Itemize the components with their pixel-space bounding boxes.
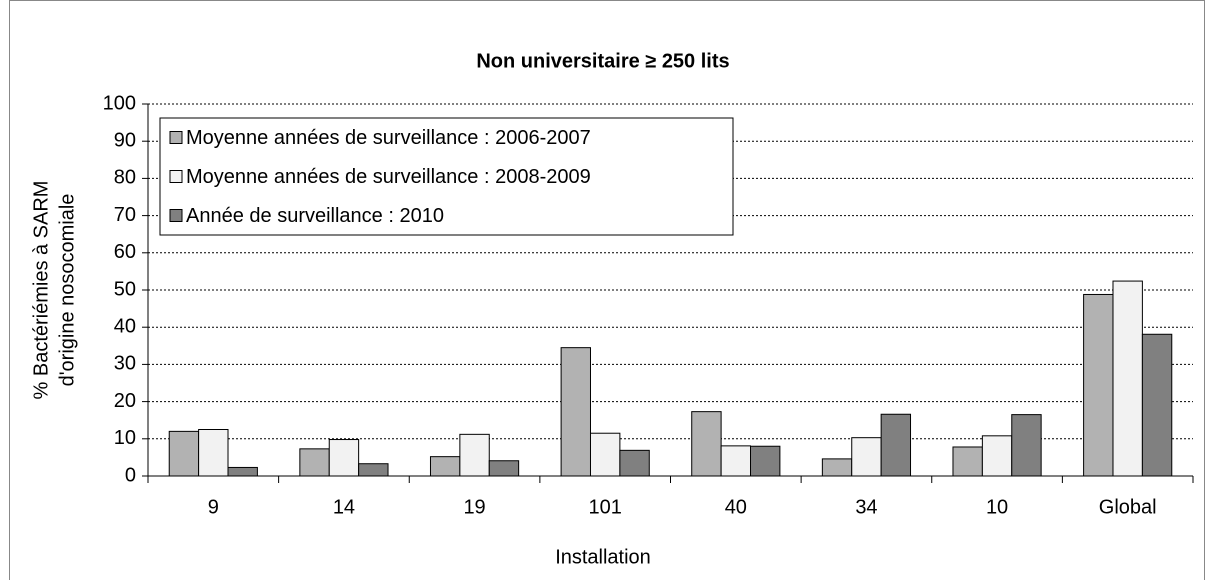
x-tick-label: 19	[463, 496, 485, 518]
bar	[488, 460, 520, 477]
bar	[299, 448, 330, 477]
bar	[459, 433, 490, 477]
legend-swatch	[169, 209, 183, 222]
y-tick-label: 30	[114, 353, 136, 375]
bar	[1011, 414, 1042, 477]
bar	[198, 429, 229, 477]
bar	[358, 463, 389, 477]
y-tick-label: 50	[114, 278, 136, 300]
x-tick-label: 101	[589, 496, 622, 518]
y-tick-label: 100	[103, 92, 136, 114]
legend-swatch	[169, 131, 183, 144]
bar	[720, 445, 752, 477]
bar	[168, 430, 200, 477]
x-tick-label: 34	[855, 496, 877, 518]
y-tick-label: 0	[125, 464, 136, 486]
bar	[429, 456, 461, 477]
bar	[851, 437, 882, 477]
x-axis-label: Installation	[555, 546, 651, 568]
legend-box	[159, 117, 734, 236]
bar	[589, 432, 621, 477]
x-tick-label: 14	[333, 496, 355, 518]
bar	[1141, 333, 1173, 477]
bar	[1083, 293, 1114, 477]
bar	[619, 449, 650, 477]
legend-label: Année de surveillance : 2010	[186, 205, 444, 227]
y-tick-label: 20	[114, 390, 136, 412]
chart-frame	[9, 0, 1205, 580]
bar	[981, 435, 1013, 477]
y-tick-label: 10	[114, 427, 136, 449]
bar	[750, 445, 781, 477]
legend-label: Moyenne années de surveillance : 2008-20…	[186, 166, 591, 188]
y-tick-label: 60	[114, 241, 136, 263]
y-axis-label: d'origine nosocomiale	[56, 194, 78, 387]
chart-title: Non universitaire ≥ 250 lits	[476, 50, 729, 72]
y-tick-label: 90	[114, 129, 136, 151]
x-tick-label: 10	[986, 496, 1008, 518]
bar	[821, 458, 853, 477]
legend-swatch	[169, 170, 183, 183]
bar	[1112, 280, 1143, 477]
y-tick-label: 80	[114, 167, 136, 189]
x-tick-label: Global	[1099, 496, 1157, 518]
bar	[328, 439, 360, 477]
bar	[560, 347, 591, 477]
legend-label: Moyenne années de surveillance : 2006-20…	[186, 127, 591, 149]
y-tick-label: 40	[114, 315, 136, 337]
bar	[227, 466, 258, 477]
y-tick-label: 70	[114, 204, 136, 226]
y-axis-label: % Bactériémies à SARM	[30, 181, 52, 400]
bar	[952, 446, 983, 477]
x-tick-label: 40	[725, 496, 747, 518]
bar	[880, 413, 912, 477]
x-tick-label: 9	[208, 496, 219, 518]
bar	[691, 411, 722, 477]
